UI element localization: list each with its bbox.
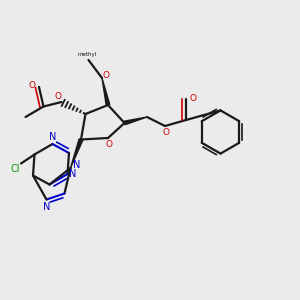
Polygon shape <box>102 78 110 105</box>
Text: O: O <box>29 81 36 90</box>
Text: N: N <box>69 169 76 179</box>
Text: O: O <box>102 70 109 80</box>
Text: methyl: methyl <box>77 52 97 57</box>
Text: N: N <box>74 160 81 170</box>
Text: Cl: Cl <box>10 164 20 175</box>
Polygon shape <box>70 139 83 168</box>
Text: N: N <box>43 202 50 212</box>
Text: O: O <box>106 140 113 149</box>
Text: O: O <box>189 94 196 103</box>
Text: N: N <box>49 131 56 142</box>
Text: O: O <box>54 92 61 101</box>
Polygon shape <box>124 117 147 125</box>
Text: O: O <box>162 128 169 136</box>
